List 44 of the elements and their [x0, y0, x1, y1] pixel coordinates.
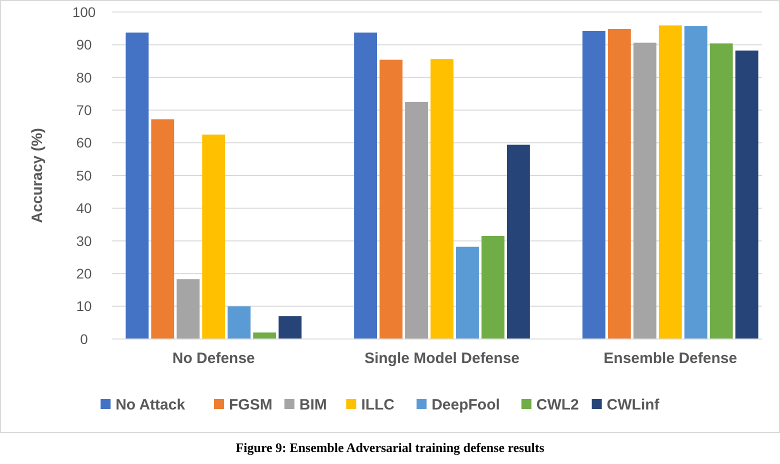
x-tick-label: Ensemble Defense: [604, 350, 738, 367]
bar: [456, 246, 479, 339]
bar: [354, 32, 378, 339]
x-tick-label: Single Model Defense: [364, 350, 520, 367]
y-tick-label: 40: [76, 200, 92, 216]
bar: [202, 134, 226, 339]
bar: [482, 236, 504, 339]
bar: [658, 25, 682, 339]
legend-label: ILLC: [361, 396, 395, 414]
y-axis-title: Accuracy (%): [29, 128, 46, 224]
legend-label: CWL2: [536, 396, 579, 414]
bar: [228, 306, 251, 339]
bar: [430, 59, 454, 339]
x-tick-label: No Defense: [172, 350, 255, 367]
legend-label: DeepFool: [432, 396, 500, 414]
y-tick-label: 100: [72, 4, 96, 20]
y-tick-label: 80: [76, 69, 92, 86]
legend-label: FGSM: [229, 396, 272, 414]
bar: [278, 316, 302, 339]
bar: [633, 42, 656, 339]
bar: [405, 102, 428, 339]
bar: [151, 119, 174, 339]
legend-label: BIM: [299, 396, 327, 414]
bar: [608, 29, 631, 339]
y-tick-label: 90: [76, 36, 92, 53]
bar: [735, 50, 758, 339]
bar: [380, 60, 402, 339]
y-tick-label: 0: [80, 330, 88, 347]
bar: [684, 26, 708, 339]
legend-label: CWLinf: [606, 396, 660, 414]
bar: [176, 279, 200, 339]
bar: [126, 32, 149, 339]
y-tick-label: 20: [76, 266, 92, 282]
bar: [506, 144, 530, 339]
bar: [582, 30, 606, 339]
legend-label: No Attack: [116, 396, 186, 414]
y-tick-label: 50: [76, 167, 92, 184]
caption: Figure 9: Ensemble Adversarial training defense results: [236, 440, 544, 455]
y-tick-label: 30: [76, 232, 92, 249]
bar: [253, 332, 276, 339]
y-tick-label: 10: [76, 298, 92, 314]
bar: [710, 43, 733, 339]
y-tick-label: 60: [76, 134, 92, 151]
y-tick-label: 70: [76, 102, 92, 118]
